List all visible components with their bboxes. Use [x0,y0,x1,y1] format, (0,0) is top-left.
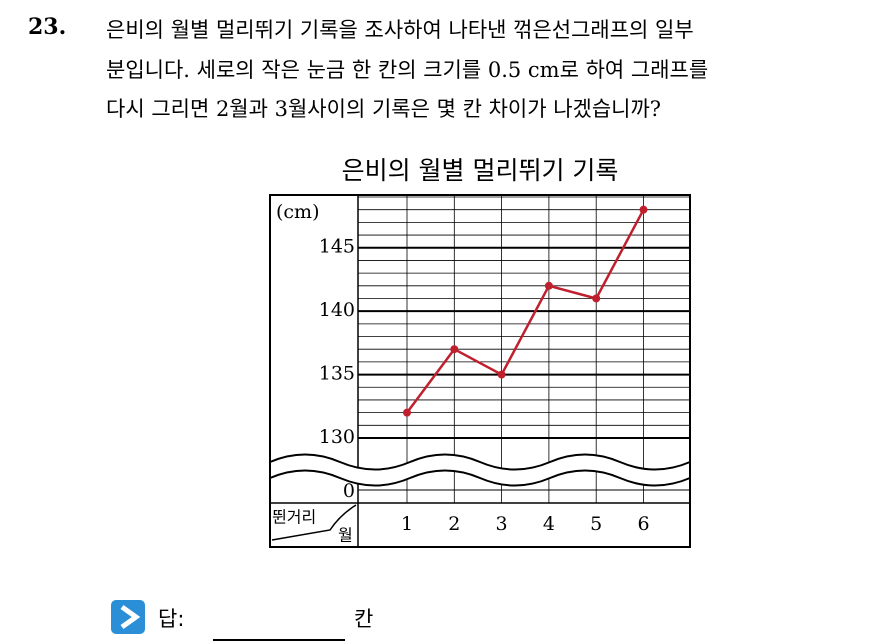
point [639,205,648,214]
corner-col-label: 월 [338,526,353,545]
axis-break [269,453,691,471]
axis-break-fill [270,454,690,486]
y-tick-label: 145 [319,236,355,258]
line [405,209,645,414]
x-tick-label: 2 [448,513,460,535]
x-tick-label: 5 [590,513,602,535]
y-tick-label: 135 [319,363,355,385]
chart-title: 은비의 월별 멀리뛰기 기록 [342,156,619,185]
question-number: 23. [28,14,67,40]
x-tick-label: 6 [637,513,649,535]
x-tick-label: 4 [543,513,555,535]
answer-icon [111,600,145,634]
point [497,370,506,379]
x-tick-label: 3 [496,513,508,535]
y-axis-label: (cm) [276,201,319,223]
point [450,345,459,354]
grid: 130 135 140 145 0 1 2 3 4 5 6 [319,195,690,547]
corner-divider [271,504,357,541]
answer-icon-arrow [120,604,141,630]
question-line: 분입니다. 세로의 작은 눈금 한 칸의 크기를 0.5 cm로 하여 그래프를 [106,58,709,82]
y-tick-label: 0 [343,480,355,502]
marks [403,205,648,417]
answer-unit: 칸 [354,607,374,631]
point [592,294,601,303]
question-line: 은비의 월별 멀리뛰기 기록을 조사하여 나타낸 꺾은선그래프의 일부 [106,18,694,42]
x-tick-label: 1 [401,513,413,535]
answer-label: 답: [158,607,185,631]
y-tick-label: 130 [319,426,355,448]
y-tick-label: 140 [319,299,355,321]
point [544,281,553,290]
point [403,408,411,417]
question-line: 다시 그리면 2월과 3월사이의 기록은 몇 칸 차이가 나겠습니까? [106,97,662,121]
corner-row-label: 뛴거리 [272,508,316,527]
axis-break [269,469,691,487]
frame [269,194,691,548]
